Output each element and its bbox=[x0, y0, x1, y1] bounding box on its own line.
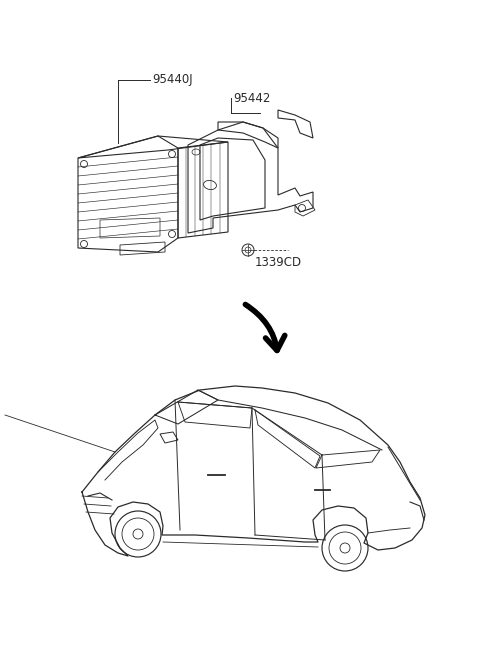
Text: 95440J: 95440J bbox=[152, 74, 192, 87]
Text: 95442: 95442 bbox=[233, 91, 270, 104]
Text: 1339CD: 1339CD bbox=[255, 256, 302, 269]
FancyArrowPatch shape bbox=[245, 304, 285, 350]
